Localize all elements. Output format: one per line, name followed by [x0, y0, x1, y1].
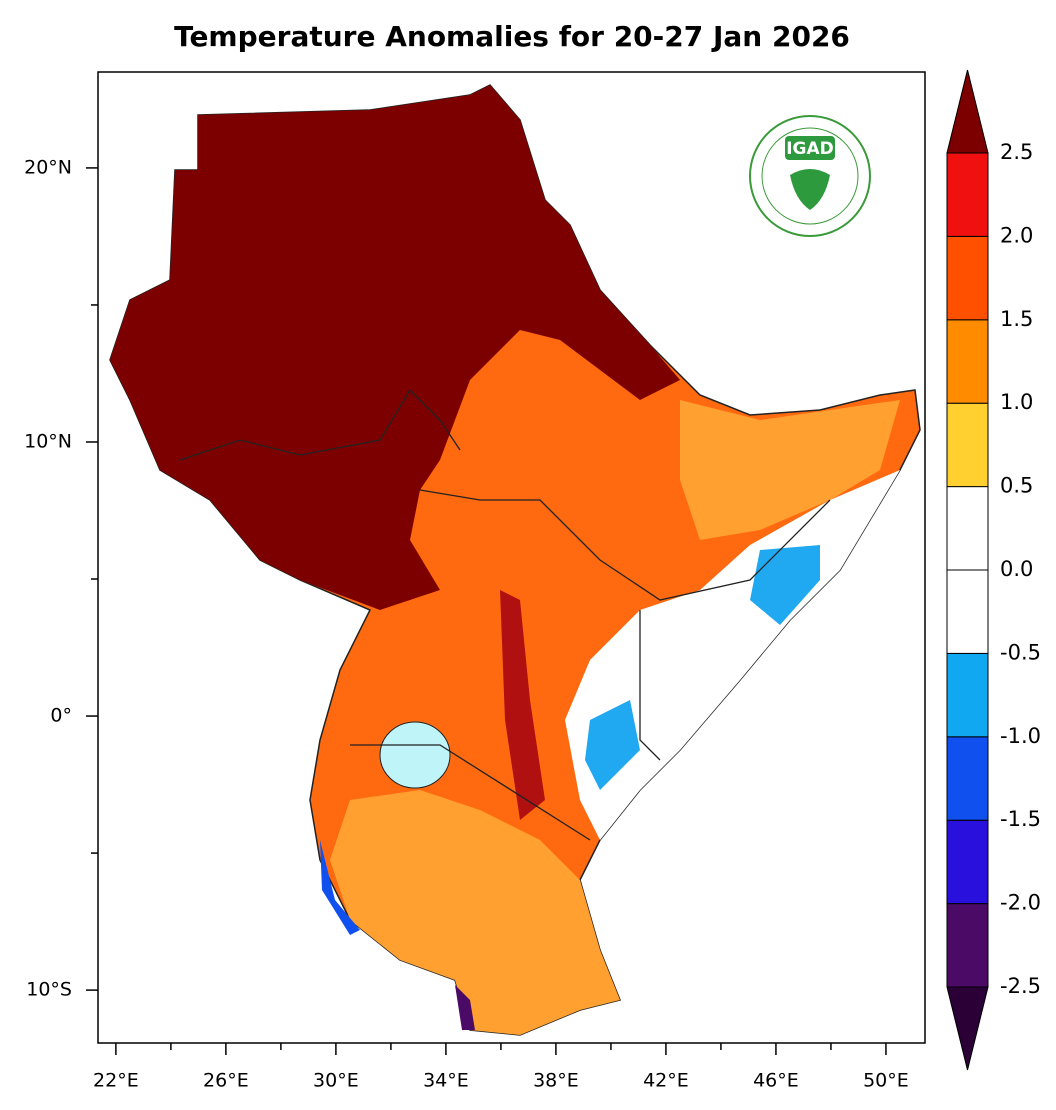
border	[419, 489, 831, 601]
hot-region	[110, 85, 680, 610]
colorbar-label: -2.0	[1000, 891, 1041, 915]
cold-patch	[750, 545, 820, 625]
y-tick-label: 0°	[50, 705, 72, 727]
cold-patch	[455, 985, 475, 1030]
colorbar-label: 1.0	[1000, 390, 1033, 414]
logo: IGAD	[749, 115, 871, 237]
colorbar-end	[946, 69, 989, 154]
y-tick-label: 10°N	[24, 430, 72, 452]
colorbar-segment	[946, 486, 989, 571]
border	[639, 610, 661, 761]
colorbar-label: 2.5	[1000, 140, 1033, 164]
colorbar-label: 0.5	[1000, 474, 1033, 498]
rift-hot	[500, 590, 545, 820]
tanzania-warm	[330, 790, 620, 1035]
x-tick-label: 26°E	[203, 1070, 249, 1092]
somalia-warm	[680, 400, 900, 540]
logo-text: IGAD	[786, 139, 834, 159]
x-tick-label: 42°E	[643, 1070, 689, 1092]
colorbar-segment	[946, 402, 989, 488]
lake-victoria	[379, 721, 451, 789]
border	[350, 744, 591, 841]
colorbar-segment	[946, 319, 989, 404]
x-tick-label: 22°E	[93, 1070, 139, 1092]
colorbar-label: -1.0	[1000, 724, 1041, 748]
colorbar: -2.5 -2.0 -1.5 -1.0 -0.5 0.0 0.5 1.0 1.5 2.0 2.5	[946, 69, 1041, 1071]
logo-ring	[761, 127, 859, 225]
x-tick-label: 38°E	[533, 1070, 579, 1092]
x-tick-label: 30°E	[313, 1070, 359, 1092]
cold-patch	[585, 700, 640, 790]
colorbar-segment	[946, 652, 989, 738]
colorbar-segment	[946, 569, 989, 654]
cold-patch	[320, 840, 360, 935]
colorbar-segment	[946, 903, 989, 988]
y-tick-label: 20°N	[24, 156, 72, 178]
chart-title: Temperature Anomalies for 20-27 Jan 2026	[174, 20, 850, 53]
colorbar-label: 0.0	[1000, 557, 1033, 581]
axes: 22°E 26°E 30°E 34°E 38°E 42°E 46°E 50°E 20°N 10°N…	[24, 156, 909, 1091]
colorbar-end	[946, 986, 989, 1071]
colorbar-label: -1.5	[1000, 807, 1041, 831]
x-tick-label: 46°E	[753, 1070, 799, 1092]
x-tick-label: 34°E	[423, 1070, 469, 1092]
colorbar-label: -0.5	[1000, 640, 1041, 664]
colorbar-label: 2.0	[1000, 223, 1033, 247]
colorbar-segment	[946, 819, 989, 905]
colorbar-label: -2.5	[1000, 974, 1041, 998]
colorbar-segment	[946, 736, 989, 821]
colorbar-label: 1.5	[1000, 307, 1033, 331]
y-tick-label: 10°S	[26, 979, 72, 1001]
plot-frame	[97, 71, 926, 1044]
border	[179, 388, 461, 461]
colorbar-segment	[946, 235, 989, 321]
x-tick-label: 50°E	[863, 1070, 909, 1092]
logo-badge	[785, 136, 835, 160]
logo-map	[790, 169, 830, 210]
colorbar-segment	[946, 152, 989, 237]
map-area	[109, 84, 921, 1036]
